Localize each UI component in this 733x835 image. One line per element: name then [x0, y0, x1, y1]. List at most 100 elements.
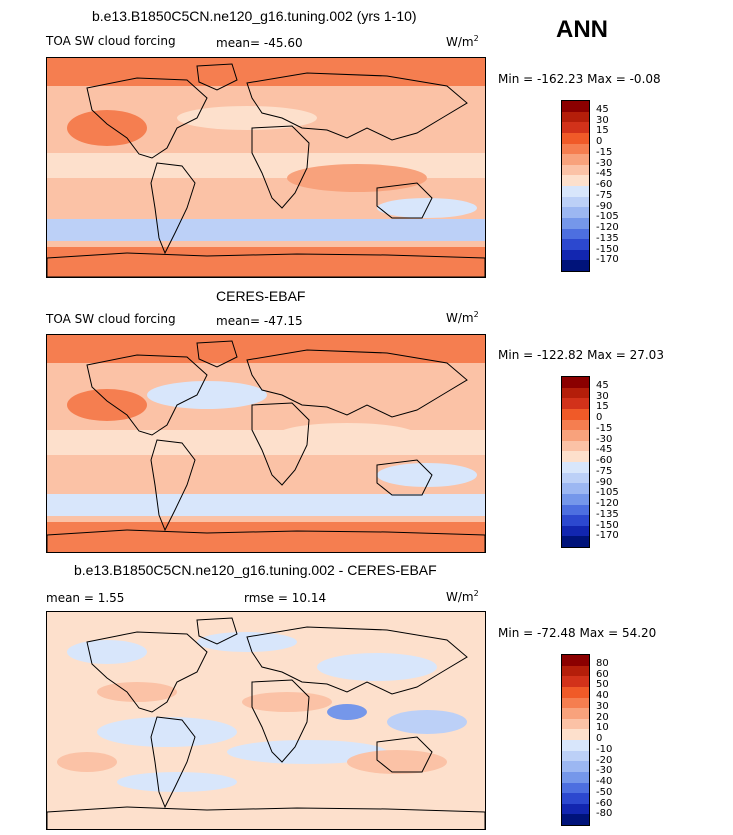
colorbar-tick-label: 60 [596, 668, 609, 680]
colorbar-tick-label: -120 [596, 222, 619, 233]
panel-2-minmax: Min = -122.82 Max = 27.03 [498, 348, 664, 362]
colorbar-tick-label: -80 [596, 808, 613, 820]
colorbar-swatch [562, 504, 589, 516]
colorbar-swatch [562, 793, 589, 804]
colorbar-swatch [562, 515, 589, 526]
colorbar-swatch [562, 655, 589, 666]
colorbar-tick-label: 10 [596, 722, 609, 734]
colorbar-swatch [562, 771, 589, 783]
colorbar-swatch [562, 676, 589, 687]
colorbar-tick-label: 0 [596, 412, 603, 423]
colorbar-swatch [562, 387, 589, 399]
panel-2-variable-label: TOA SW cloud forcing [46, 312, 176, 326]
colorbar-swatch [562, 143, 589, 155]
colorbar-swatch [562, 665, 589, 677]
colorbar-swatch [562, 207, 589, 218]
colorbar-tick-label: -105 [596, 211, 619, 223]
panel-3-units-label: W/m2 [446, 589, 479, 604]
colorbar-tick-label: -15 [596, 146, 613, 158]
colorbar-tick-label: -60 [596, 797, 613, 809]
panel-1-map [46, 57, 486, 278]
colorbar-tick-label: 0 [596, 136, 603, 147]
colorbar-swatch [562, 228, 589, 240]
colorbar-tick-label: -30 [596, 765, 613, 777]
panel-3-title: b.e13.B1850C5CN.ne120_g16.tuning.002 - C… [74, 562, 437, 578]
colorbar-tick-label: 40 [596, 690, 609, 701]
colorbar-tick-label: 15 [596, 401, 609, 413]
colorbar-tick-label: 0 [596, 733, 603, 744]
colorbar-swatch [562, 814, 589, 825]
colorbar-tick-label: -150 [596, 519, 619, 531]
colorbar-tick-label: 20 [596, 711, 609, 723]
panel-3-minmax: Min = -72.48 Max = 54.20 [498, 626, 657, 640]
panel-3-map [46, 611, 486, 830]
panel-2-title: CERES-EBAF [216, 288, 306, 304]
colorbar-tick-label: 50 [596, 679, 609, 691]
colorbar-swatch [562, 686, 589, 698]
panel-1-title: b.e13.B1850C5CN.ne120_g16.tuning.002 (yr… [92, 8, 417, 24]
colorbar-swatch [562, 377, 589, 388]
colorbar-tick-label: -45 [596, 168, 613, 180]
colorbar-swatch [562, 239, 589, 250]
colorbar-tick-label: -15 [596, 422, 613, 434]
colorbar-swatch [562, 462, 589, 473]
colorbar-tick-label: -60 [596, 179, 613, 190]
colorbar-swatch [562, 430, 589, 441]
season-label: ANN [556, 16, 608, 43]
colorbar-swatch [562, 398, 589, 409]
colorbar-swatch [562, 525, 589, 537]
colorbar-swatch [562, 536, 589, 547]
colorbar-swatch [562, 186, 589, 197]
colorbar-swatch [562, 782, 589, 794]
colorbar-tick-label: -40 [596, 776, 613, 787]
colorbar-tick-label: -150 [596, 243, 619, 255]
colorbar-swatch [562, 249, 589, 261]
panel-2-colorbar [561, 376, 590, 548]
colorbar-tick-label: 30 [596, 114, 609, 126]
colorbar-swatch [562, 803, 589, 815]
colorbar-tick-label: 15 [596, 125, 609, 137]
colorbar-tick-label: -50 [596, 786, 613, 798]
colorbar-swatch [562, 408, 589, 420]
panel-1-minmax: Min = -162.23 Max = -0.08 [498, 72, 661, 86]
colorbar-tick-label: -135 [596, 508, 619, 520]
colorbar-tick-label: -105 [596, 487, 619, 499]
colorbar-swatch [562, 122, 589, 133]
colorbar-swatch [562, 697, 589, 709]
colorbar-swatch [562, 440, 589, 452]
colorbar-swatch [562, 740, 589, 751]
colorbar-swatch [562, 419, 589, 431]
colorbar-swatch [562, 154, 589, 165]
colorbar-tick-label: -45 [596, 444, 613, 456]
colorbar-tick-label: -75 [596, 465, 613, 477]
colorbar-tick-label: -120 [596, 498, 619, 509]
colorbar-swatch [562, 451, 589, 462]
colorbar-swatch [562, 750, 589, 762]
colorbar-tick-label: -170 [596, 530, 619, 542]
colorbar-tick-label: -10 [596, 743, 613, 755]
colorbar-swatch [562, 761, 589, 772]
panel-2-map [46, 334, 486, 553]
colorbar-swatch [562, 101, 589, 112]
colorbar-swatch [562, 196, 589, 208]
colorbar-tick-label: 30 [596, 700, 609, 712]
colorbar-tick-label: -170 [596, 254, 619, 266]
colorbar-tick-label: -30 [596, 433, 613, 445]
panel-3-rmse-label: rmse = 10.14 [244, 591, 327, 605]
colorbar-swatch [562, 729, 589, 740]
colorbar-tick-label: 80 [596, 657, 609, 669]
colorbar-tick-label: -90 [596, 476, 613, 488]
colorbar-tick-label: 30 [596, 390, 609, 402]
panel-1-variable-label: TOA SW cloud forcing [46, 34, 176, 48]
colorbar-swatch [562, 472, 589, 484]
panel-1-mean-label: mean= -45.60 [216, 36, 303, 50]
colorbar-swatch [562, 260, 589, 271]
colorbar-tick-label: -90 [596, 200, 613, 212]
panel-3-mean-label: mean = 1.55 [46, 591, 125, 605]
colorbar-swatch [562, 175, 589, 186]
colorbar-swatch [562, 111, 589, 123]
colorbar-swatch [562, 164, 589, 176]
colorbar-tick-label: -20 [596, 754, 613, 766]
panel-2-mean-label: mean= -47.15 [216, 314, 303, 328]
colorbar-swatch [562, 718, 589, 730]
